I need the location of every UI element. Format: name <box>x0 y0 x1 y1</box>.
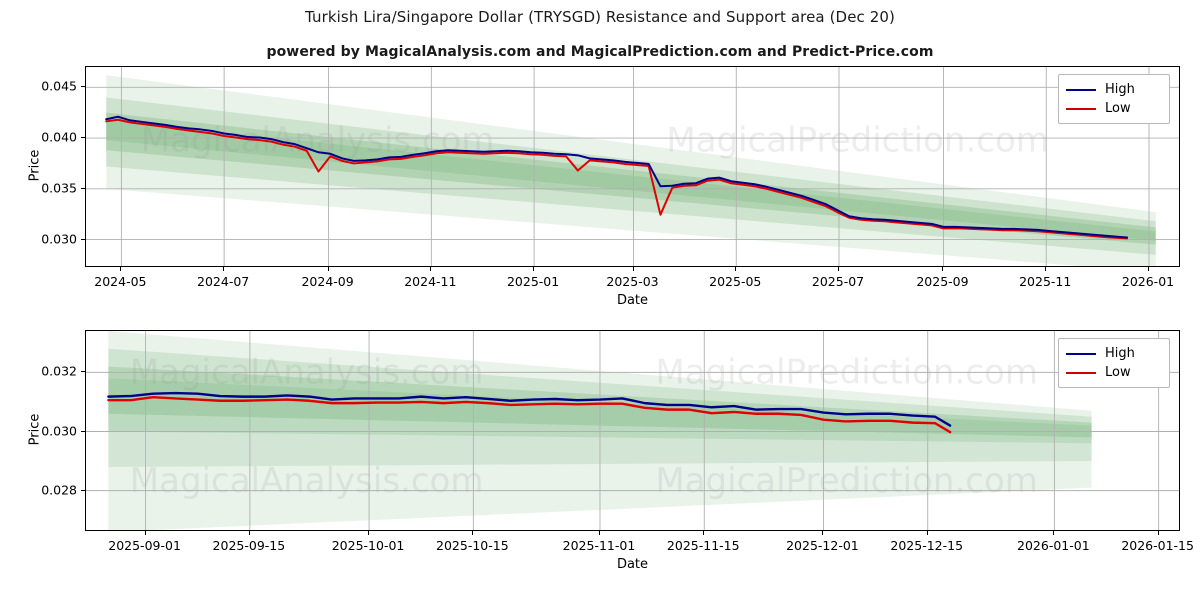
x-axis-tick-mark <box>822 531 824 535</box>
x-axis-tick-label: 2025-11-01 <box>562 538 636 553</box>
x-axis-tick-mark <box>942 267 944 271</box>
y-axis-tick-mark <box>81 489 85 491</box>
overview-legend: High Low <box>1058 74 1170 124</box>
legend-entry-low: Low <box>1066 99 1160 118</box>
x-axis-tick-mark <box>926 531 928 535</box>
x-axis-tick-label: 2025-12-01 <box>786 538 859 553</box>
overview-plot-svg: MagicalAnalysis.com MagicalPrediction.com… <box>86 67 1179 266</box>
x-axis-tick-label: 2025-09-15 <box>212 538 286 553</box>
x-axis-tick-label: 2025-10-15 <box>436 538 509 553</box>
band-resistance-outer <box>106 75 1156 266</box>
x-axis-tick-mark <box>1157 531 1159 535</box>
watermark-text: MagicalAnalysis.com <box>130 461 484 501</box>
series-line-high <box>105 115 1129 239</box>
overview-plot-area: MagicalAnalysis.com MagicalPrediction.com… <box>85 66 1180 267</box>
legend-entry-high: High <box>1066 344 1160 363</box>
y-axis-tick-label: 0.032 <box>41 363 77 379</box>
y-axis-tick-mark <box>81 371 85 373</box>
y-axis-tick-label: 0.040 <box>41 129 77 145</box>
y-axis-tick-label: 0.035 <box>41 180 77 196</box>
x-axis-tick-mark <box>144 531 146 535</box>
detail-plot-area: MagicalAnalysis.com MagicalPrediction.com… <box>85 330 1180 531</box>
watermark-text: MagicalPrediction.com <box>666 120 1049 160</box>
x-axis-tick-mark <box>120 267 122 271</box>
x-axis-tick-mark <box>838 267 840 271</box>
x-axis-tick-label: 2025-03 <box>606 274 659 289</box>
x-axis-tick-label: 2025-12-15 <box>890 538 964 553</box>
x-axis-tick-mark <box>533 267 535 271</box>
y-axis-tick-mark <box>81 137 85 139</box>
x-axis-tick-mark <box>1053 531 1055 535</box>
legend-entry-high: High <box>1066 80 1160 99</box>
band-support-core <box>106 112 1156 245</box>
series-line-low <box>105 118 1129 240</box>
x-axis-tick-mark <box>430 267 432 271</box>
watermark-text: MagicalPrediction.com <box>655 461 1038 501</box>
x-axis-tick-label: 2025-11-15 <box>666 538 740 553</box>
x-axis-tick-mark <box>735 267 737 271</box>
detail-legend: High Low <box>1058 338 1170 388</box>
legend-label-low: Low <box>1105 365 1131 380</box>
legend-swatch-high <box>1066 88 1096 91</box>
x-axis-tick-label: 2025-07 <box>811 274 865 289</box>
x-axis-tick-label: 2026-01 <box>1121 274 1175 289</box>
x-axis-tick-mark <box>248 531 250 535</box>
overview-x-axis-label: Date <box>616 293 649 308</box>
y-axis-tick-mark <box>81 187 85 189</box>
x-axis-tick-mark <box>632 267 634 271</box>
x-axis-tick-label: 2024-09 <box>301 274 354 289</box>
y-axis-tick-label: 0.030 <box>41 423 77 438</box>
detail-x-axis-label: Date <box>616 557 649 572</box>
y-axis-tick-label: 0.030 <box>41 231 77 247</box>
x-axis-tick-label: 2025-09-01 <box>108 538 181 553</box>
x-axis-tick-label: 2024-11 <box>404 274 457 289</box>
legend-swatch-low <box>1066 371 1096 374</box>
x-axis-tick-label: 2024-07 <box>197 274 250 289</box>
x-axis-tick-mark <box>1147 267 1149 271</box>
x-axis-tick-mark <box>223 267 225 271</box>
y-axis-tick-mark <box>81 430 85 432</box>
detail-plot-svg: MagicalAnalysis.com MagicalPrediction.com… <box>86 331 1179 530</box>
x-axis-tick-mark <box>703 531 705 535</box>
legend-label-high: High <box>1105 82 1135 97</box>
x-axis-tick-label: 2025-11 <box>1019 274 1072 289</box>
y-axis-tick-mark <box>81 238 85 240</box>
band-resistance-mid <box>106 97 1156 255</box>
page-title: Turkish Lira/Singapore Dollar (TRYSGD) R… <box>305 8 895 26</box>
legend-entry-low: Low <box>1066 363 1160 382</box>
legend-swatch-low <box>1066 107 1096 110</box>
x-axis-tick-label: 2026-01-01 <box>1017 538 1090 553</box>
x-axis-tick-label: 2025-10-01 <box>331 538 405 553</box>
x-axis-tick-label: 2024-05 <box>94 274 147 289</box>
x-axis-tick-mark <box>472 531 474 535</box>
series-line-low <box>107 396 952 434</box>
y-axis-tick-mark <box>81 86 85 88</box>
page-subtitle: powered by MagicalAnalysis.com and Magic… <box>266 44 934 60</box>
x-axis-tick-mark <box>327 267 329 271</box>
x-axis-tick-mark <box>598 531 600 535</box>
legend-swatch-high <box>1066 352 1096 355</box>
detail-y-axis-label: Price <box>27 413 43 445</box>
x-axis-tick-mark <box>1045 267 1047 271</box>
x-axis-tick-label: 2025-01 <box>506 274 560 289</box>
band-support-inner <box>106 119 1156 241</box>
legend-label-low: Low <box>1105 101 1131 116</box>
series-line-high <box>107 391 952 427</box>
x-axis-tick-label: 2025-05 <box>709 274 762 289</box>
y-axis-tick-label: 0.045 <box>41 78 77 94</box>
x-axis-tick-mark <box>368 531 370 535</box>
x-axis-tick-label: 2025-09 <box>916 274 969 289</box>
x-axis-tick-label: 2026-01-15 <box>1121 538 1194 553</box>
legend-label-high: High <box>1105 346 1135 361</box>
y-axis-tick-label: 0.028 <box>41 482 77 498</box>
